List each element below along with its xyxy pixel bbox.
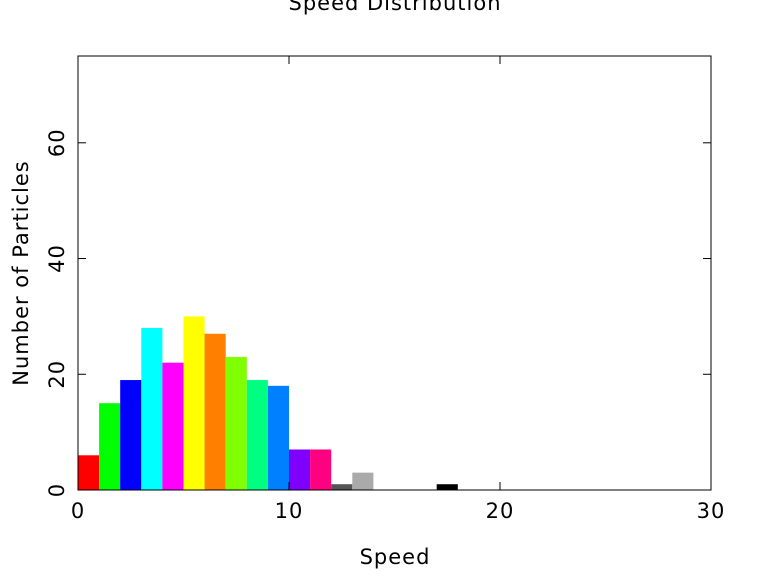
bar-bin-12	[331, 484, 353, 490]
x-axis-label: Speed	[360, 545, 431, 569]
x-tick-label: 30	[697, 499, 726, 523]
bar-bin-17	[436, 484, 458, 490]
y-tick-label: 20	[45, 360, 69, 389]
ticks-group	[77, 56, 712, 491]
bar-bin-13	[352, 472, 374, 490]
bar-bin-11	[310, 449, 332, 490]
bar-bin-1	[99, 403, 121, 490]
bar-bin-8	[246, 380, 268, 490]
y-tick-label: 40	[45, 244, 69, 273]
x-tick-label: 20	[486, 499, 515, 523]
bar-bin-7	[225, 356, 247, 490]
bar-bin-2	[120, 380, 142, 490]
bar-bin-0	[78, 455, 100, 490]
bar-bin-10	[289, 449, 311, 490]
bars-group	[78, 316, 458, 490]
bar-bin-3	[141, 327, 163, 490]
y-tick-label: 0	[45, 483, 69, 497]
chart-title: Speed Distribution	[288, 0, 501, 15]
plot-frame	[77, 55, 712, 491]
y-axis-label: Number of Particles	[9, 160, 33, 385]
bar-bin-4	[162, 362, 184, 490]
bar-bin-9	[267, 385, 289, 490]
x-tick-label: 0	[71, 499, 85, 523]
tick-labels-group: 0 10 20 30 0 20 40 60	[45, 128, 726, 523]
x-tick-label: 10	[275, 499, 304, 523]
bar-bin-5	[183, 316, 205, 490]
y-tick-label: 60	[45, 128, 69, 157]
bar-bin-6	[204, 333, 226, 490]
